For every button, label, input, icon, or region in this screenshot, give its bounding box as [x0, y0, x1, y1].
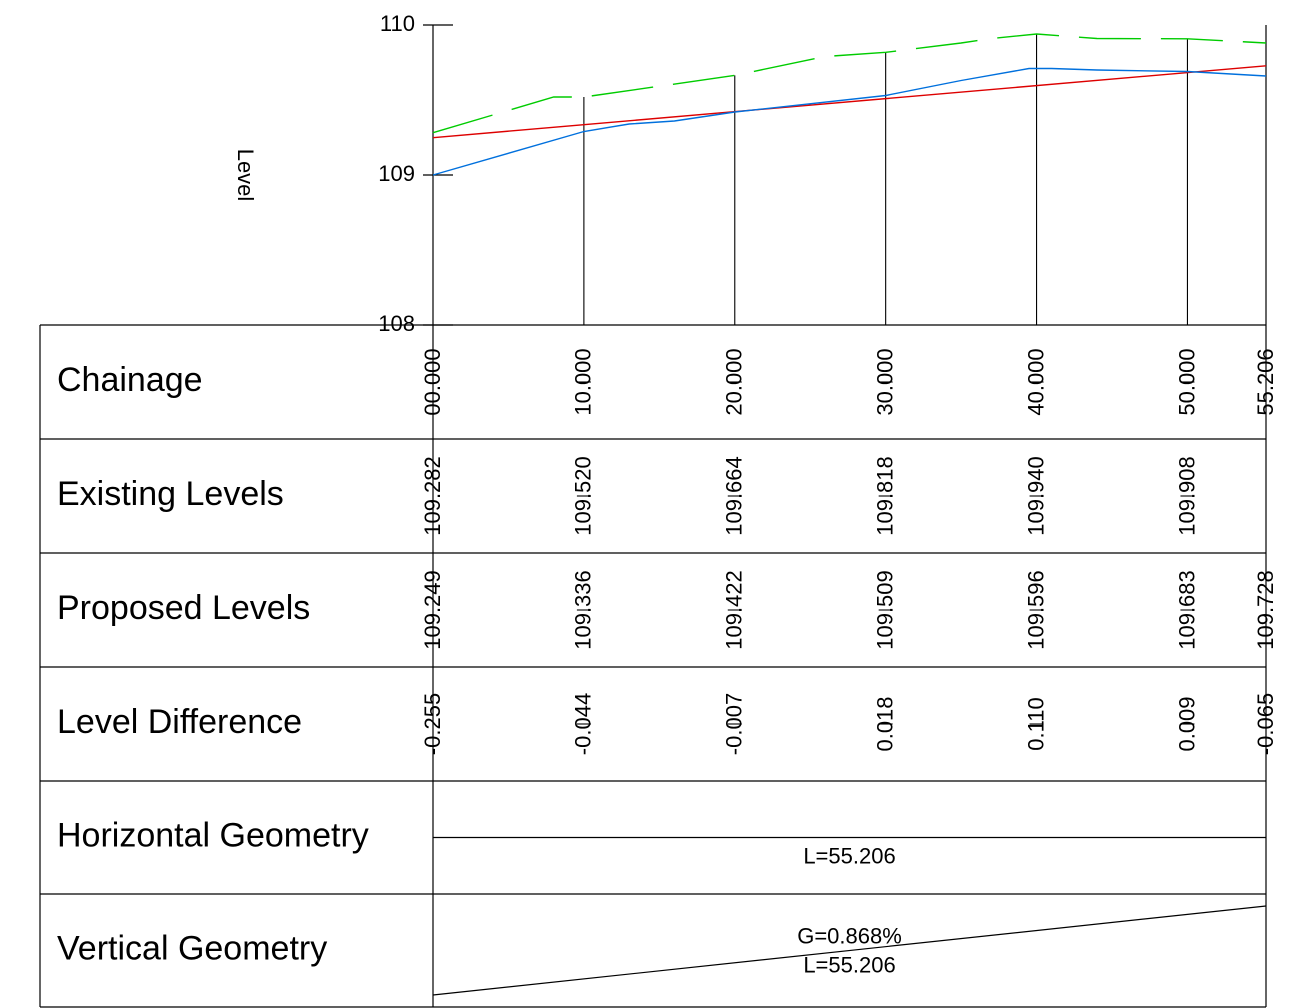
band-table-grid [39, 324, 1267, 1008]
vertical-geometry-grade-line [432, 905, 1267, 996]
row-label-existing: Existing Levels [57, 475, 284, 513]
station-lines [583, 34, 1188, 325]
horizontal-geometry-length: L=55.206 [803, 843, 895, 868]
profile-series [432, 33, 1267, 176]
value-chainage: 20.000 [722, 348, 747, 415]
value-difference: 0.018 [872, 696, 897, 751]
vertical-geometry-grade: G=0.868% [797, 923, 902, 948]
band-table: Chainage Existing Levels Proposed Levels Le… [39, 324, 1278, 1008]
value-chainage: 00.000 [420, 348, 445, 415]
value-existing: 109.818 [872, 456, 897, 536]
value-chainage: 50.000 [1174, 348, 1199, 415]
value-proposed: 109.509 [872, 570, 897, 650]
value-existing: 109.908 [1174, 456, 1199, 536]
value-proposed: 109.683 [1174, 570, 1199, 650]
y-tick-label: 110 [380, 11, 415, 36]
value-existing: 109.940 [1023, 456, 1048, 536]
value-difference: -0.044 [571, 693, 596, 755]
value-difference: -0.007 [722, 693, 747, 755]
value-chainage: 30.000 [872, 348, 897, 415]
value-proposed: 109.422 [722, 570, 747, 650]
value-chainage: 10.000 [571, 348, 596, 415]
band-row-labels: Chainage Existing Levels Proposed Levels Le… [57, 361, 369, 968]
row-label-chainage: Chainage [57, 361, 203, 399]
series-line-design [432, 67, 1267, 176]
value-difference: 0.009 [1174, 696, 1199, 751]
geometry-bands: L=55.206 G=0.868% L=55.206 [432, 836, 1267, 996]
y-tick-label: 108 [378, 311, 415, 336]
value-existing: 109.520 [571, 456, 596, 536]
value-existing: 109.282 [420, 456, 445, 536]
row-label-difference: Level Difference [57, 703, 302, 741]
series-line-proposed [432, 65, 1267, 139]
band-row-values: 00.000 10.000 20.000 30.000 40.000 50.000 55.2… [420, 348, 1278, 755]
value-proposed: 109.249 [420, 570, 445, 650]
value-proposed: 109.336 [571, 570, 596, 650]
row-label-horizontal: Horizontal Geometry [57, 816, 369, 854]
y-axis-ticks: 110 109 108 [378, 11, 453, 336]
series-line-existing [432, 33, 1267, 134]
y-axis-title: Level [233, 149, 258, 202]
row-label-proposed: Proposed Levels [57, 589, 310, 627]
value-difference: -0.255 [420, 693, 445, 755]
value-proposed: 109.596 [1023, 570, 1048, 650]
vertical-geometry-length: L=55.206 [803, 952, 895, 977]
y-tick-label: 109 [378, 161, 415, 186]
value-chainage: 55.206 [1253, 348, 1278, 415]
value-chainage: 40.000 [1023, 348, 1048, 415]
value-existing: 109.664 [722, 456, 747, 536]
row-label-vertical: Vertical Geometry [57, 929, 327, 967]
value-proposed: 109.728 [1253, 570, 1278, 650]
value-difference: -0.065 [1253, 693, 1278, 755]
profile-plot: Level 110 109 108 [233, 11, 1267, 336]
value-difference: 0.110 [1023, 697, 1048, 750]
